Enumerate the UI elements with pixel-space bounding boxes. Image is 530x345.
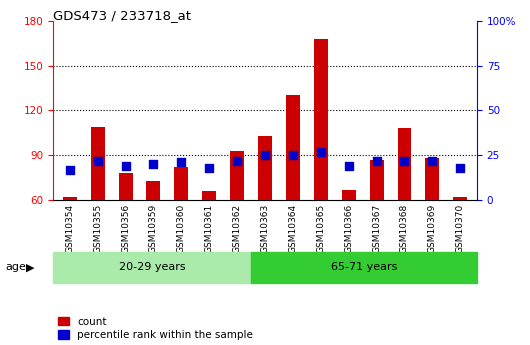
Bar: [342, 190, 356, 200]
Point: [400, 158, 409, 164]
Text: GSM10370: GSM10370: [456, 204, 465, 254]
Bar: [426, 158, 439, 200]
Point: [121, 163, 130, 169]
Text: GSM10360: GSM10360: [177, 204, 186, 254]
Text: GSM10356: GSM10356: [121, 204, 130, 254]
Point: [177, 160, 186, 165]
Legend: count, percentile rank within the sample: count, percentile rank within the sample: [58, 317, 253, 340]
Point: [456, 165, 464, 170]
Bar: [258, 136, 272, 200]
Text: 65-71 years: 65-71 years: [331, 263, 397, 272]
Bar: [286, 96, 300, 200]
Text: GSM10359: GSM10359: [149, 204, 158, 254]
Text: GSM10354: GSM10354: [65, 204, 74, 253]
Text: GSM10355: GSM10355: [93, 204, 102, 254]
Bar: [174, 167, 188, 200]
Point: [66, 167, 74, 172]
Point: [373, 158, 381, 164]
Point: [93, 158, 102, 164]
Bar: [251, 252, 477, 283]
Text: GSM10366: GSM10366: [344, 204, 353, 254]
Text: GSM10362: GSM10362: [233, 204, 242, 253]
Text: GSM10367: GSM10367: [372, 204, 381, 254]
Text: GSM10364: GSM10364: [288, 204, 297, 253]
Bar: [398, 128, 411, 200]
Bar: [91, 127, 104, 200]
Text: GSM10368: GSM10368: [400, 204, 409, 254]
Point: [316, 149, 325, 155]
Point: [428, 158, 437, 164]
Text: GSM10363: GSM10363: [261, 204, 269, 254]
Point: [289, 152, 297, 158]
Text: 20-29 years: 20-29 years: [119, 263, 186, 272]
Text: GSM10365: GSM10365: [316, 204, 325, 254]
Text: GSM10361: GSM10361: [205, 204, 214, 254]
Text: age: age: [5, 263, 26, 272]
Bar: [369, 160, 384, 200]
Text: GSM10369: GSM10369: [428, 204, 437, 254]
Bar: [119, 173, 132, 200]
Bar: [146, 181, 161, 200]
Text: GDS473 / 233718_at: GDS473 / 233718_at: [53, 9, 191, 22]
Bar: [314, 39, 328, 200]
Point: [344, 163, 353, 169]
Bar: [453, 197, 467, 200]
Point: [261, 152, 269, 158]
Text: ▶: ▶: [26, 263, 34, 272]
Bar: [230, 151, 244, 200]
Point: [149, 161, 157, 167]
Bar: [202, 191, 216, 200]
Point: [205, 165, 214, 170]
Bar: [63, 197, 77, 200]
Point: [233, 158, 241, 164]
Bar: [53, 252, 251, 283]
